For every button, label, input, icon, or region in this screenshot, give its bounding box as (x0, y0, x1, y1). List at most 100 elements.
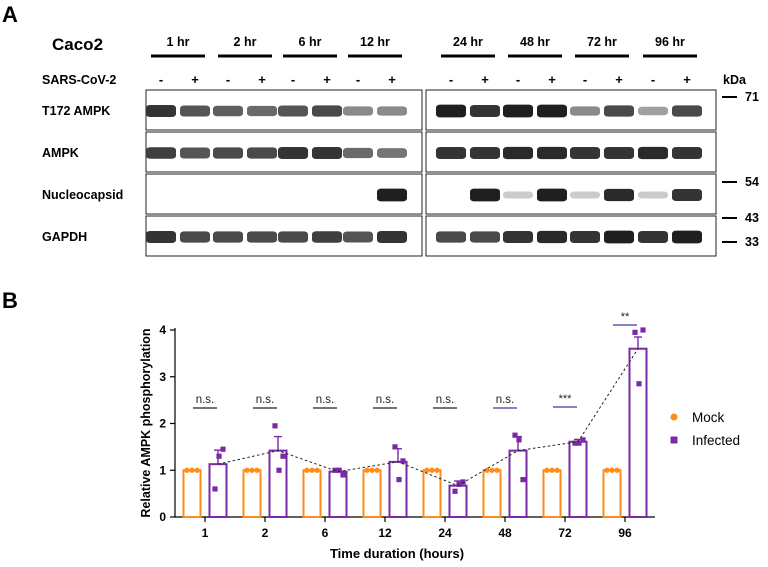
blot-band (247, 105, 277, 117)
mock-point (549, 467, 555, 473)
lane-sign: + (548, 72, 556, 87)
blot-band (377, 148, 407, 158)
mock-point (614, 467, 620, 473)
blot-frame-left (145, 173, 423, 215)
mock-point (544, 467, 550, 473)
mock-point (314, 467, 320, 473)
timepoint-label: 96 hr (655, 35, 685, 49)
blot-band (570, 231, 600, 243)
mock-point (369, 467, 375, 473)
lane-sign: + (615, 72, 623, 87)
mock-point (434, 467, 440, 473)
blot-band (537, 188, 567, 202)
lane-sign: - (291, 72, 295, 87)
marker-label: 33 (745, 235, 759, 249)
blot-band (537, 146, 567, 160)
infected-point (340, 472, 346, 478)
blot-band (343, 231, 373, 243)
significance-label: n.s. (436, 394, 455, 406)
blot-band (604, 147, 634, 159)
blot-band (343, 106, 373, 116)
blot-band (503, 191, 533, 199)
y-tick-label: 3 (159, 370, 166, 384)
infected-point (400, 458, 406, 464)
x-tick-label: 1 (202, 526, 209, 540)
lane-signs: - + - + - + - + - + - + - + - + (159, 72, 691, 87)
mock-point (489, 467, 495, 473)
blot-band (672, 147, 702, 159)
infected-point (520, 477, 526, 483)
blot-band (180, 105, 210, 117)
legend-infected-marker (670, 436, 678, 444)
blot-band (213, 105, 243, 117)
mock-point (309, 467, 315, 473)
kda-label: kDa (723, 73, 747, 87)
infected-bar (448, 484, 468, 518)
blot-band (213, 231, 243, 243)
blot-band (377, 106, 407, 116)
infected-point (216, 453, 222, 459)
infected-point (576, 440, 582, 446)
infected-bar (328, 470, 348, 518)
mock-point (189, 467, 195, 473)
blot-band (470, 147, 500, 159)
y-tick-label: 2 (159, 417, 166, 431)
infected-point (452, 488, 458, 494)
infected-point (280, 453, 286, 459)
infected-point (396, 477, 402, 483)
mock-point (244, 467, 250, 473)
lane-sign: - (356, 72, 360, 87)
blot-band (470, 231, 500, 243)
x-tick-label: 48 (498, 526, 512, 540)
blot-band (312, 231, 342, 243)
infected-bar (508, 449, 528, 518)
infected-point (512, 432, 518, 438)
blot-band (604, 105, 634, 117)
infected-bar (208, 463, 228, 518)
blot-band (213, 147, 243, 159)
blot-band (570, 106, 600, 116)
infected-point (392, 444, 398, 450)
infected-point (460, 479, 466, 485)
x-tick-label: 2 (262, 526, 269, 540)
timepoint-label: 2 hr (234, 35, 257, 49)
blot-band (180, 147, 210, 159)
blot-band (436, 147, 466, 159)
blot-band (436, 104, 466, 118)
mock-point (184, 467, 190, 473)
mock-bar (362, 469, 382, 518)
blot-band (604, 230, 634, 244)
x-axis-label: Time duration (hours) (330, 546, 464, 561)
timepoint-label: 48 hr (520, 35, 550, 49)
bar-chart: 012341n.s.2n.s.6n.s.12n.s.24n.s.48n.s.72… (159, 311, 655, 540)
significance-label: n.s. (196, 394, 215, 406)
legend-mock-marker (670, 413, 678, 421)
mock-point (304, 467, 310, 473)
blot-band (604, 188, 634, 202)
blot-band (638, 106, 668, 116)
infected-point (272, 423, 278, 429)
lane-sign: + (388, 72, 396, 87)
x-tick-label: 12 (378, 526, 392, 540)
infected-point (220, 446, 226, 452)
lane-sign: + (323, 72, 331, 87)
blot-band (312, 147, 342, 159)
blot-label: Nucleocapsid (42, 188, 123, 202)
infected-point (456, 481, 462, 487)
blot-band (537, 230, 567, 244)
lane-sign: + (683, 72, 691, 87)
mock-point (429, 467, 435, 473)
blot-band (146, 105, 176, 117)
blot-band (638, 231, 668, 243)
mock-point (484, 467, 490, 473)
lane-sign: - (159, 72, 163, 87)
blot-band (638, 146, 668, 160)
x-tick-label: 72 (558, 526, 572, 540)
lane-sign: + (258, 72, 266, 87)
significance-label: *** (559, 393, 573, 405)
mock-bar (302, 469, 322, 518)
infected-trend-line (217, 348, 639, 487)
mock-point (604, 467, 610, 473)
western-blots: T172 AMPK AMPK Nucleocapsid GAPDH (42, 89, 717, 257)
blot-band (343, 147, 373, 159)
